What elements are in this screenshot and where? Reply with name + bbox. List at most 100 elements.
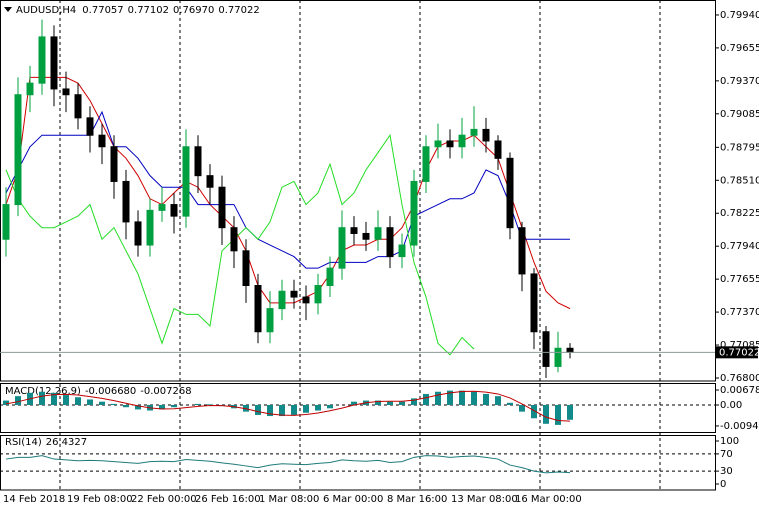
x-tick-label: 1 Mar 08:00 <box>259 494 319 505</box>
menu-arrow[interactable] <box>4 7 12 12</box>
y-tick-label: 0.77085 <box>720 340 759 351</box>
indicator-line <box>5 76 571 310</box>
y-tick-label: 0.79940 <box>720 10 759 21</box>
y-tick-label: 0.78510 <box>720 175 759 186</box>
candle-body <box>182 146 190 217</box>
histogram-bar <box>555 405 561 425</box>
candle-body <box>530 273 538 333</box>
candle-body <box>542 331 550 367</box>
macd-value: -0.006680 <box>85 386 136 397</box>
histogram-bar <box>303 405 309 413</box>
candle-body <box>146 209 154 246</box>
rsi-value: 26.4327 <box>46 437 87 448</box>
y-tick-label: 0.79370 <box>720 76 759 87</box>
indicator-line <box>5 110 570 269</box>
histogram-bar <box>435 391 441 406</box>
candle-body <box>338 227 346 269</box>
histogram-bar <box>543 405 549 424</box>
rsi-title: RSI(14) <box>5 437 42 448</box>
candle-body <box>254 284 262 333</box>
histogram-bar <box>111 403 117 406</box>
histogram-bar <box>99 401 105 406</box>
candle-body <box>398 244 406 258</box>
price-label-box <box>716 346 758 359</box>
macd-panel <box>0 383 716 433</box>
y-tick-label: 100 <box>720 436 739 447</box>
histogram-bar <box>471 391 477 406</box>
signal-line <box>5 390 571 422</box>
y-tick-label: 0.77940 <box>720 241 759 252</box>
ohlc-value: 0.77057 <box>82 5 123 16</box>
x-tick-label: 26 Feb 16:00 <box>195 494 261 505</box>
histogram-bar <box>159 405 165 410</box>
candle-body <box>314 284 322 304</box>
candle-body <box>350 227 358 234</box>
chart-header: AUDUSD,H4 0.77057 0.77102 0.76970 0.77022 <box>16 5 260 16</box>
candle-body <box>374 227 382 240</box>
histogram-bar <box>195 403 201 406</box>
candle-body <box>458 134 466 148</box>
ohlc-value: 0.76970 <box>173 5 214 16</box>
x-tick-label: 16 Mar 00:00 <box>515 494 582 505</box>
candle-body <box>74 94 82 119</box>
candle-body <box>434 140 442 148</box>
histogram-bar <box>15 396 21 406</box>
x-tick-label: 6 Mar 00:00 <box>323 494 383 505</box>
rsi-panel <box>0 435 716 491</box>
macd-title: MACD(12,26,9) <box>5 386 81 397</box>
histogram-bar <box>327 405 333 409</box>
x-tick-label: 22 Feb 00:00 <box>131 494 197 505</box>
candle-body <box>470 128 478 136</box>
histogram-bar <box>423 393 429 406</box>
histogram-bar <box>399 401 405 406</box>
candle-body <box>242 250 250 286</box>
rsi-line <box>5 455 571 474</box>
candle-body <box>38 36 46 84</box>
candle-body <box>422 146 430 182</box>
histogram-bar <box>315 405 321 411</box>
candle-body <box>566 347 574 353</box>
histogram-bar <box>519 405 525 412</box>
histogram-bar <box>51 392 57 406</box>
candle-body <box>26 82 34 96</box>
candle-body <box>14 94 22 206</box>
price-label: 0.77022 <box>719 347 759 358</box>
candle-body <box>266 308 274 333</box>
candle-body <box>494 140 502 159</box>
y-tick-label: 0.79655 <box>720 43 759 54</box>
candle-body <box>278 290 286 310</box>
y-tick-label: 30 <box>720 466 733 477</box>
y-tick-label: 0.006783 <box>720 385 759 396</box>
y-tick-label: 0 <box>720 479 726 490</box>
candle-body <box>410 180 418 246</box>
candle-body <box>110 146 118 182</box>
x-tick-label: 14 Feb 2018 <box>3 494 65 505</box>
candle-body <box>62 88 70 96</box>
candle-body <box>362 232 370 240</box>
candle-body <box>158 204 166 211</box>
histogram-bar <box>567 405 573 420</box>
candle-body <box>98 134 106 148</box>
histogram-bar <box>3 400 9 406</box>
histogram-bar <box>351 401 357 406</box>
histogram-bar <box>123 405 129 408</box>
candle-body <box>386 227 394 258</box>
y-tick-label: 0.00 <box>720 400 742 411</box>
candle-body <box>326 267 334 286</box>
candle-body <box>134 221 142 246</box>
histogram-bar <box>255 405 261 415</box>
y-tick-label: 0.79085 <box>720 109 759 120</box>
indicator-line <box>5 133 475 356</box>
y-tick-label: 0.78225 <box>720 208 759 219</box>
candle-body <box>302 296 310 304</box>
histogram-bar <box>483 393 489 406</box>
macd-header: MACD(12,26,9) -0.006680 -0.007268 <box>5 386 192 397</box>
candle-body <box>230 227 238 252</box>
histogram-bar <box>63 395 69 406</box>
histogram-bar <box>39 391 45 406</box>
histogram-bar <box>171 405 177 408</box>
histogram-bar <box>87 399 93 406</box>
y-tick-label: 0.78795 <box>720 142 759 153</box>
candle-body <box>50 36 58 90</box>
